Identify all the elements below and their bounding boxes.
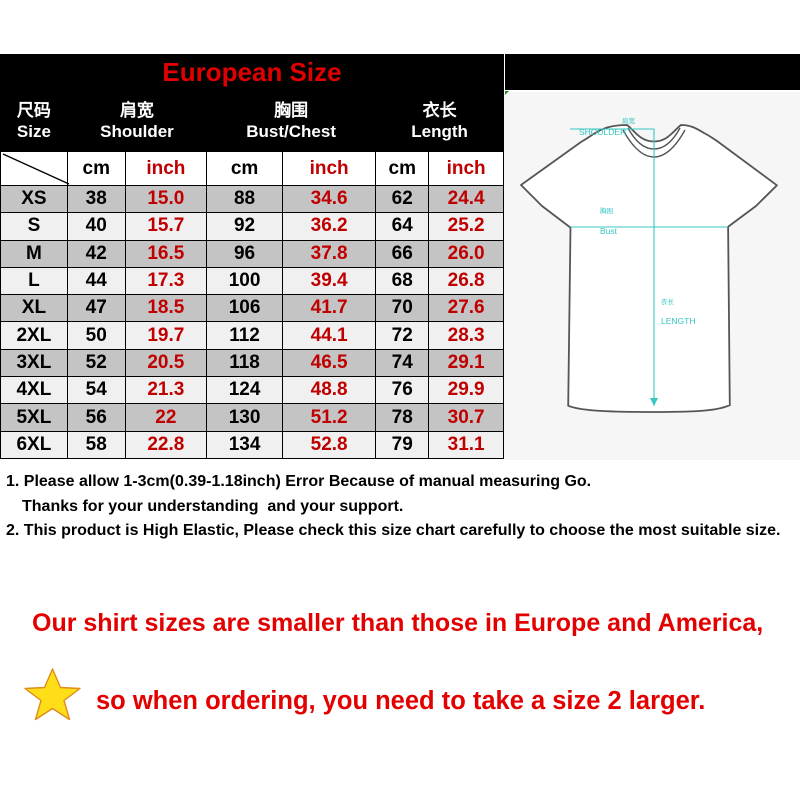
svg-text:肩宽: 肩宽 [622,116,636,125]
svg-text:衣长: 衣长 [661,297,675,306]
svg-text:Bust: Bust [600,226,618,236]
svg-text:SHOULDER: SHOULDER [579,127,626,137]
svg-text:LENGTH: LENGTH [661,316,695,326]
svg-text:胸围: 胸围 [600,206,613,215]
